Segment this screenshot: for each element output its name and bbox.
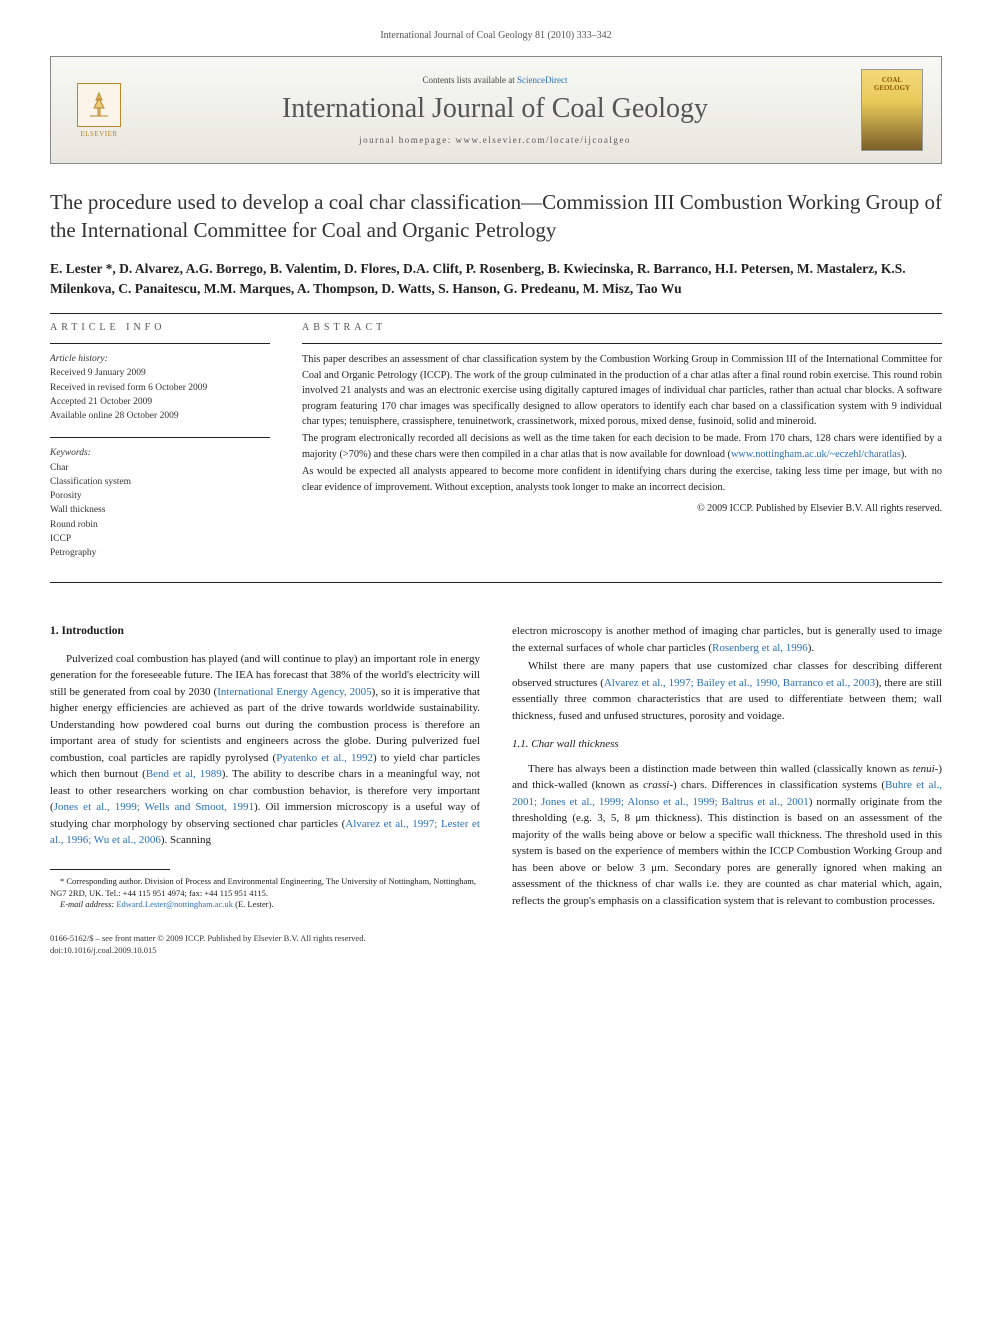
page-footer: 0166-5162/$ – see front matter © 2009 IC… [50, 933, 942, 957]
abstract-label: ABSTRACT [302, 322, 942, 333]
keyword: Classification system [50, 475, 270, 489]
text: ) chars. Differences in classification s… [673, 779, 885, 791]
homepage-url: www.elsevier.com/locate/ijcoalgeo [456, 135, 631, 145]
col2-p3: There has always been a distinction made… [512, 761, 942, 910]
cover-line1: COAL [882, 76, 902, 84]
email-link[interactable]: Edward.Lester@nottingham.ac.uk [116, 899, 233, 909]
article-info-column: ARTICLE INFO Article history: Received 9… [50, 322, 270, 574]
citation-link[interactable]: International Energy Agency, 2005 [217, 686, 371, 698]
article-history: Article history: Received 9 January 2009… [50, 343, 270, 423]
italic-term: tenui- [913, 763, 939, 775]
journal-banner: ELSEVIER Contents lists available at Sci… [50, 56, 942, 164]
history-revised: Received in revised form 6 October 2009 [50, 381, 270, 395]
author-list: E. Lester *, D. Alvarez, A.G. Borrego, B… [50, 259, 942, 300]
footnote-rule [50, 869, 170, 870]
col2-p1: electron microscopy is another method of… [512, 623, 942, 656]
homepage-prefix: journal homepage: [359, 135, 455, 145]
elsevier-label: ELSEVIER [80, 130, 117, 138]
abstract-copyright: © 2009 ICCP. Published by Elsevier B.V. … [302, 501, 942, 516]
email-label: E-mail address: [60, 899, 114, 909]
abstract-text: This paper describes an assessment of ch… [302, 343, 942, 516]
corresponding-footnote: * Corresponding author. Division of Proc… [50, 876, 480, 900]
citation-link[interactable]: Pyatenko et al., 1992 [276, 752, 373, 764]
keyword: Petrography [50, 546, 270, 560]
footer-doi: doi:10.1016/j.coal.2009.10.015 [50, 945, 942, 957]
abstract-p2: The program electronically recorded all … [302, 431, 942, 462]
intro-heading: 1. Introduction [50, 623, 480, 640]
email-suffix: (E. Lester). [233, 899, 274, 909]
body-col-right: electron microscopy is another method of… [512, 623, 942, 911]
charatlas-link[interactable]: www.nottingham.ac.uk/~eczehl/charatlas [731, 449, 901, 460]
running-header: International Journal of Coal Geology 81… [50, 30, 942, 41]
journal-cover-thumb: COAL GEOLOGY [861, 69, 923, 151]
cover-line2: GEOLOGY [874, 84, 910, 92]
body-columns: 1. Introduction Pulverized coal combusti… [50, 623, 942, 911]
keywords-label: Keywords: [50, 446, 270, 460]
italic-term: crassi- [643, 779, 673, 791]
homepage-line: journal homepage: www.elsevier.com/locat… [129, 135, 861, 145]
rule-bottom [50, 582, 942, 583]
abstract-p1: This paper describes an assessment of ch… [302, 352, 942, 429]
history-online: Available online 28 October 2009 [50, 409, 270, 423]
citation-link[interactable]: Alvarez et al., 1997; Bailey et al., 199… [604, 677, 875, 689]
journal-title: International Journal of Coal Geology [129, 93, 861, 125]
contents-line: Contents lists available at ScienceDirec… [129, 75, 861, 85]
text: ). [808, 642, 814, 654]
keywords-block: Keywords: Char Classification system Por… [50, 437, 270, 560]
keyword: Round robin [50, 518, 270, 532]
subsection-heading: 1.1. Char wall thickness [512, 736, 942, 753]
elsevier-logo: ELSEVIER [69, 83, 129, 138]
citation-link[interactable]: Rosenberg et al, 1996 [712, 642, 808, 654]
history-received: Received 9 January 2009 [50, 366, 270, 380]
history-accepted: Accepted 21 October 2009 [50, 395, 270, 409]
email-footnote: E-mail address: Edward.Lester@nottingham… [50, 899, 480, 911]
keyword: Wall thickness [50, 503, 270, 517]
citation-link[interactable]: Jones et al., 1999; Wells and Smoot, 199… [54, 801, 254, 813]
sciencedirect-link[interactable]: ScienceDirect [517, 75, 567, 85]
intro-paragraph: Pulverized coal combustion has played (a… [50, 651, 480, 849]
abstract-column: ABSTRACT This paper describes an assessm… [302, 322, 942, 574]
text: There has always been a distinction made… [528, 763, 913, 775]
body-col-left: 1. Introduction Pulverized coal combusti… [50, 623, 480, 911]
text: ). Scanning [161, 834, 211, 846]
abstract-p3: As would be expected all analysts appear… [302, 464, 942, 495]
elsevier-tree-icon [77, 83, 121, 127]
banner-center: Contents lists available at ScienceDirec… [129, 75, 861, 145]
keyword: Char [50, 461, 270, 475]
col2-p2: Whilst there are many papers that use cu… [512, 658, 942, 724]
rule-top [50, 313, 942, 314]
info-abstract-row: ARTICLE INFO Article history: Received 9… [50, 322, 942, 574]
text: ) normally originate from the thresholdi… [512, 796, 942, 907]
info-label: ARTICLE INFO [50, 322, 270, 333]
contents-prefix: Contents lists available at [423, 75, 517, 85]
citation-link[interactable]: Bend et al, 1989 [146, 768, 222, 780]
history-label: Article history: [50, 352, 270, 366]
article-title: The procedure used to develop a coal cha… [50, 188, 942, 245]
keyword: ICCP [50, 532, 270, 546]
keyword: Porosity [50, 489, 270, 503]
abstract-p2b: ). [901, 449, 907, 460]
footer-copyright: 0166-5162/$ – see front matter © 2009 IC… [50, 933, 942, 945]
